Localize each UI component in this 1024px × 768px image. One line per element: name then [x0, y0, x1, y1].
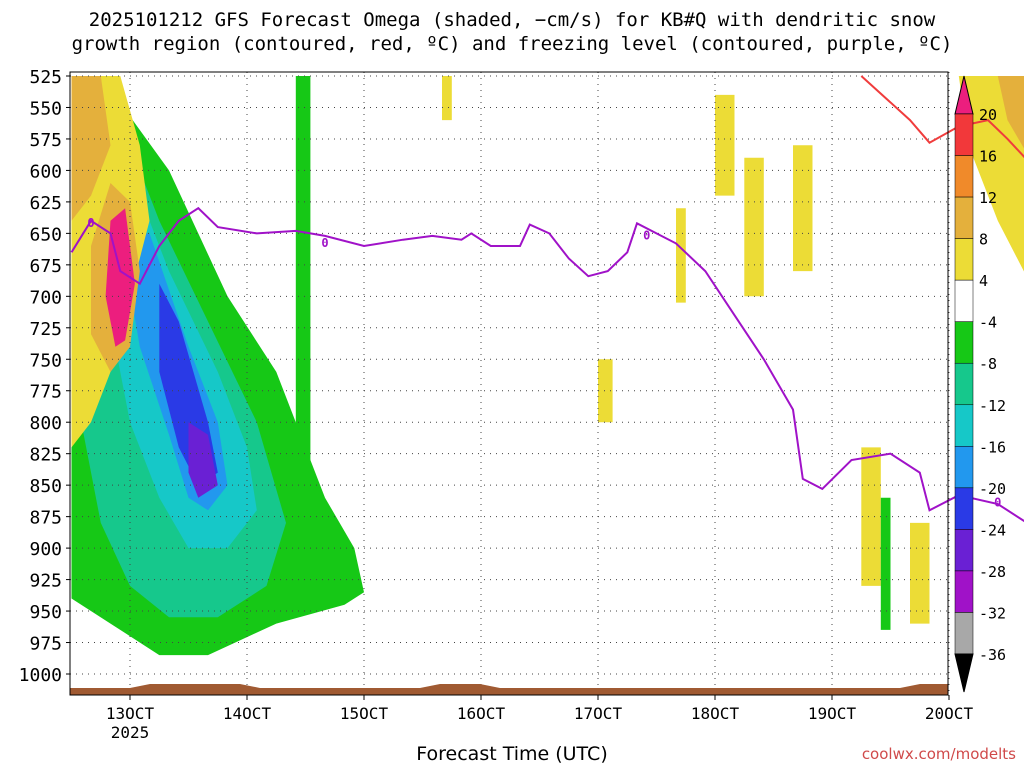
colorbar-tick-label: -24 — [979, 521, 1006, 539]
omega-green-speck — [880, 497, 891, 630]
credit-text: coolwx.com/modelts — [861, 745, 1016, 763]
colorbar-swatch — [954, 113, 974, 156]
title-line-1: 2025101212 GFS Forecast Omega (shaded, −… — [88, 9, 936, 31]
contours: 00000−12 — [70, 75, 1024, 523]
colorbar-swatch — [954, 487, 974, 530]
colorbar-tick-label: -8 — [979, 355, 997, 373]
x-tick-label: 18OCT — [691, 704, 740, 723]
colorbar-swatch — [954, 529, 974, 572]
omega-yellow-block — [958, 76, 1024, 272]
omega-yellow-column — [910, 522, 930, 624]
colorbar-tick-label: -20 — [979, 480, 1006, 498]
y-tick-label: 725 — [29, 319, 62, 340]
dendritic-contour — [860, 75, 1024, 159]
x-tick-label: 14OCT — [223, 704, 272, 723]
y-tick-label: 625 — [29, 193, 62, 214]
colorbar-swatch — [954, 279, 974, 322]
y-tick-label: 875 — [29, 508, 62, 529]
x-tick-label: 16OCT — [457, 704, 506, 723]
x-tick-label: 15OCT — [340, 704, 389, 723]
colorbar-tick-label: -16 — [979, 438, 1006, 456]
colorbar-tick-label: -4 — [979, 314, 997, 332]
colorbar-tick-label: 12 — [979, 189, 997, 207]
colorbar-tick-label: -12 — [979, 397, 1006, 415]
axes: 525 550 575 600 625 650 675 700 725 750 775 800 825 8… — [19, 67, 974, 742]
colorbar-tick-label: 4 — [979, 272, 988, 290]
colorbar-tick-label: -28 — [979, 563, 1006, 581]
chart-title: 2025101212 GFS Forecast Omega (shaded, −… — [0, 8, 1024, 56]
colorbar-swatch — [954, 321, 974, 364]
y-tick-label: 575 — [29, 130, 62, 151]
y-tick-label: 850 — [29, 476, 62, 497]
y-tick-label: 550 — [29, 98, 62, 119]
title-line-2: growth region (contoured, red, ºC) and f… — [71, 33, 953, 55]
x-tick-label: 20OCT — [925, 704, 974, 723]
omega-yellow-column — [861, 447, 881, 586]
y-tick-label: 1000 — [19, 665, 62, 686]
y-tick-label: 950 — [29, 602, 62, 623]
plot-frame — [69, 71, 949, 696]
x-tick-label: 19OCT — [808, 704, 857, 723]
colorbar-bottom-arrow — [954, 653, 974, 693]
y-tick-label: 525 — [29, 67, 62, 88]
omega-yellow-column — [744, 157, 764, 297]
colorbar-tick-label: 20 — [979, 106, 997, 124]
colorbar-swatch — [954, 404, 974, 447]
omega-yellow-column — [676, 208, 686, 303]
omega-purple-region — [188, 422, 218, 498]
colorbar-swatch — [954, 155, 974, 198]
y-tick-label: 825 — [29, 445, 62, 466]
x-tick-label: 17OCT — [574, 704, 623, 723]
freezing-level-label: 0 — [994, 496, 1001, 510]
x-year-label: 2025 — [111, 723, 150, 742]
freezing-level-label: 0 — [321, 236, 328, 250]
omega-green-stripe — [295, 76, 311, 580]
colorbar-tick-label: -32 — [979, 604, 1006, 622]
y-tick-label: 675 — [29, 256, 62, 277]
terrain-strip — [70, 684, 948, 695]
y-tick-label: 975 — [29, 634, 62, 655]
omega-yellow-column — [598, 359, 613, 423]
y-tick-label: 600 — [29, 161, 62, 182]
y-tick-label: 925 — [29, 571, 62, 592]
y-tick-label: 775 — [29, 382, 62, 403]
y-tick-label: 800 — [29, 413, 62, 434]
y-tick-label: 750 — [29, 350, 62, 371]
freezing-level-label: 0 — [643, 229, 650, 243]
freezing-level-label: 0 — [87, 216, 94, 230]
y-tick-label: 650 — [29, 224, 62, 245]
freezing-level-contour — [70, 206, 1024, 523]
omega-shading — [71, 76, 1024, 656]
omega-gold-block — [997, 76, 1024, 149]
omega-yellow-column — [442, 76, 452, 121]
y-tick-label: 700 — [29, 287, 62, 308]
colorbar-swatch — [954, 446, 974, 489]
omega-yellow-column — [793, 145, 813, 272]
colorbar-swatch — [954, 196, 974, 239]
x-axis-label: Forecast Time (UTC) — [416, 743, 608, 765]
x-tick-label: 13OCT — [106, 704, 155, 723]
colorbar-swatch — [954, 612, 974, 655]
colorbar-tick-label: -36 — [979, 646, 1006, 664]
colorbar-swatch — [954, 570, 974, 613]
colorbar-swatch — [954, 362, 974, 406]
colorbar-tick-label: 8 — [979, 231, 988, 249]
grid-lines — [70, 72, 950, 695]
y-tick-label: 900 — [29, 539, 62, 560]
colorbar-swatch — [954, 238, 974, 281]
omega-gold-early — [71, 76, 111, 221]
colorbar-tick-label: 16 — [979, 148, 997, 166]
omega-yellow-column — [715, 94, 735, 196]
colorbar: 20 16 12 8 4 -4 -8 -12 -16 -20 -24 -28 -32 -36 — [954, 75, 1006, 693]
terrain — [70, 684, 948, 695]
